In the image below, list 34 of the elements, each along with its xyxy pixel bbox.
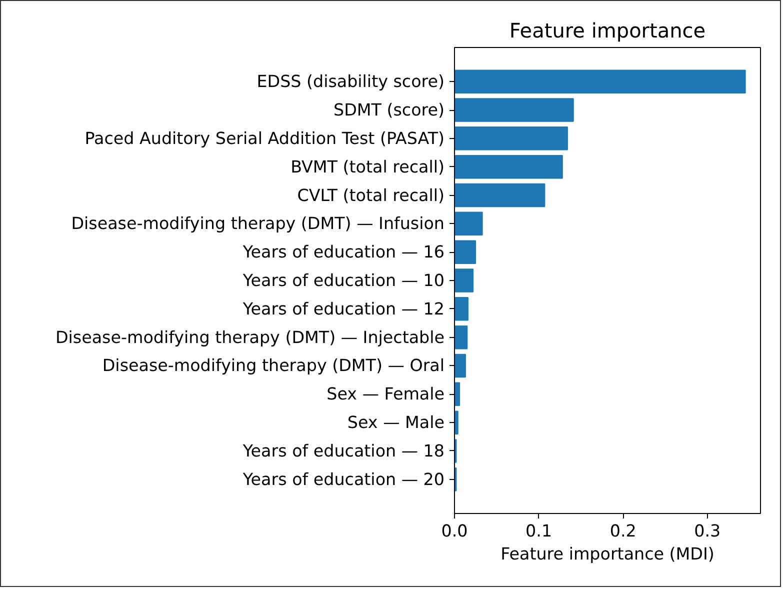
y-tick-label: Sex — Male <box>347 413 445 432</box>
chart-title: Feature importance <box>509 18 706 42</box>
x-tick-label: 0.1 <box>526 522 552 540</box>
x-tick-label: 0.3 <box>694 522 721 540</box>
bar <box>454 183 546 208</box>
y-tick-label: Years of education — 10 <box>242 271 444 290</box>
y-tick-label: CVLT (total recall) <box>297 186 445 205</box>
y-tick-label: SDMT (score) <box>334 100 445 120</box>
y-tick-label: Years of education — 20 <box>242 470 444 489</box>
x-axis-title: Feature importance (MDI) <box>500 544 714 564</box>
y-tick-label: Paced Auditory Serial Addition Test (PASAT) <box>84 128 445 148</box>
bar <box>454 268 474 292</box>
bar <box>454 98 574 122</box>
bar <box>454 382 460 406</box>
y-tick-label: Years of education — 18 <box>242 441 444 460</box>
bar <box>454 354 466 378</box>
y-tick-label: Years of education — 16 <box>242 242 444 262</box>
bar <box>454 325 468 350</box>
y-tick-label: EDSS (disability score) <box>256 72 444 92</box>
y-tick-label: BVMT (total recall) <box>290 157 444 176</box>
bar <box>454 70 746 94</box>
x-tick-label: 0.0 <box>441 522 468 540</box>
y-tick-label: Disease-modifying therapy (DMT) — Infusion <box>71 214 445 234</box>
y-tick-label: Years of education — 12 <box>242 299 444 318</box>
bar <box>454 154 563 179</box>
bar <box>454 212 483 236</box>
bar <box>454 297 468 321</box>
y-tick-label: Sex — Female <box>326 384 445 404</box>
y-tick-label: Disease-modifying therapy (DMT) — Injectable <box>55 328 444 347</box>
x-tick-label: 0.2 <box>610 522 636 540</box>
y-tick-label: Disease-modifying therapy (DMT) — Oral <box>102 356 445 376</box>
bar <box>454 410 458 434</box>
bar <box>454 126 568 150</box>
bar <box>454 240 476 264</box>
